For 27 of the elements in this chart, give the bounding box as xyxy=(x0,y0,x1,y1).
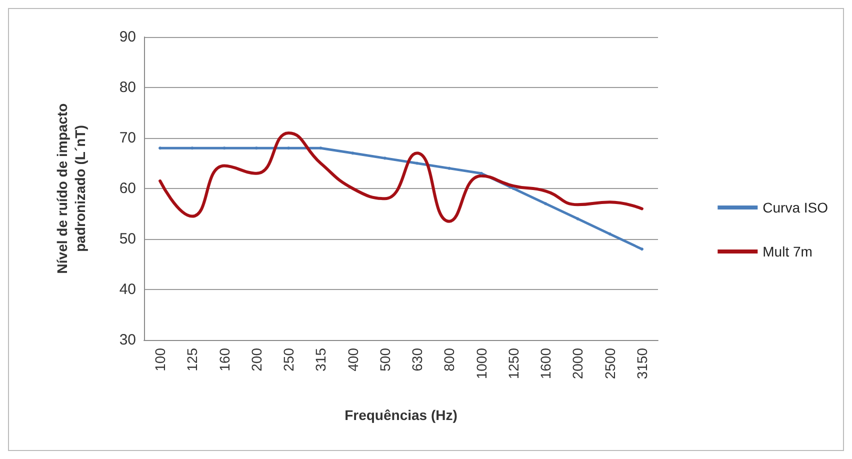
x-tick-label: 315 xyxy=(312,348,329,372)
y-tick-label: 50 xyxy=(119,230,136,248)
y-tick-label: 30 xyxy=(119,332,136,348)
x-tick-label: 800 xyxy=(441,348,458,372)
x-tick-label: 400 xyxy=(344,348,361,372)
y-tick-label: 80 xyxy=(119,79,136,96)
x-tick-label: 100 xyxy=(152,348,168,372)
x-tick-label: 1600 xyxy=(538,348,554,380)
x-tick-label: 200 xyxy=(248,348,264,372)
x-tick-label: 3150 xyxy=(634,348,650,380)
x-tick-label: 2000 xyxy=(570,348,586,380)
x-tick-label: 1250 xyxy=(505,348,522,380)
y-tick-label: 70 xyxy=(119,130,136,146)
y-tick-label: 90 xyxy=(119,28,136,46)
x-tick-label: 125 xyxy=(184,348,200,372)
x-tick-label: 160 xyxy=(216,348,232,372)
y-tick-label: 40 xyxy=(119,281,136,298)
y-tick-label: 60 xyxy=(119,180,136,197)
x-tick-label: 1000 xyxy=(473,348,490,380)
y-axis-title: Nível de ruído de impacto padronizado (L´nT) xyxy=(54,103,88,274)
x-tick-label: 500 xyxy=(376,348,393,372)
legend-label: Curva ISO xyxy=(762,200,828,216)
x-tick-label: 2500 xyxy=(602,348,618,380)
x-tick-label: 250 xyxy=(280,348,297,372)
legend-label: Mult 7m xyxy=(762,244,812,260)
x-axis-title: Frequências (Hz) xyxy=(344,407,458,423)
x-tick-label: 630 xyxy=(409,348,426,372)
